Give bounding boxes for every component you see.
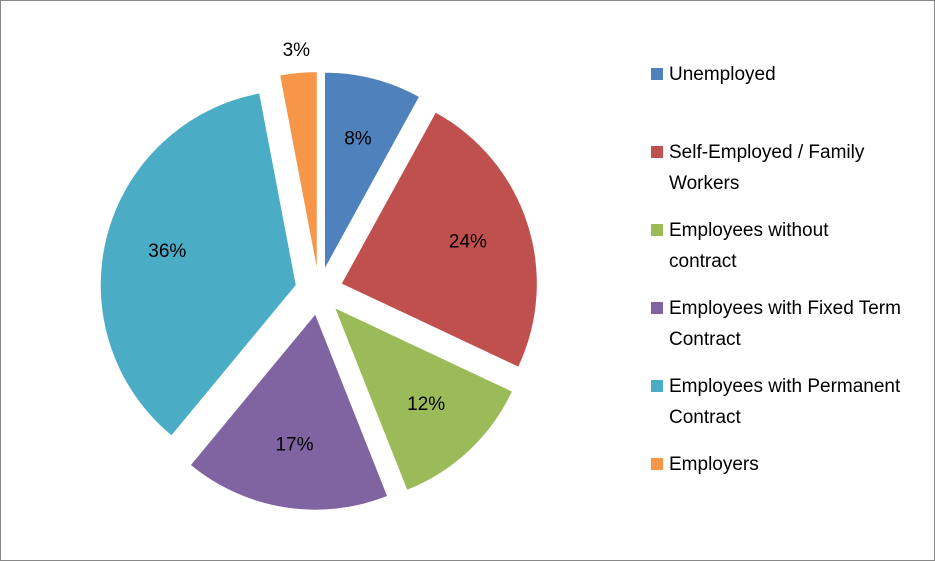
legend-item: Employees without contract [651, 215, 901, 293]
legend-label: Employees with Permanent Contract [669, 376, 901, 428]
legend-label: Employees with Fixed Term Contract [669, 298, 901, 350]
legend-swatch [651, 68, 663, 80]
legend-swatch [651, 224, 663, 236]
legend-item: Employees with Fixed Term Contract [651, 293, 901, 371]
pie-slice [335, 308, 512, 490]
legend-label: Unemployed [669, 64, 776, 85]
pie-slice [190, 314, 388, 510]
legend-swatch [651, 302, 663, 314]
data-label: 3% [283, 40, 311, 61]
legend-item: Employers [651, 449, 901, 527]
pie-slice [100, 93, 296, 436]
data-label: 12% [407, 394, 445, 415]
pie-slice [280, 72, 317, 268]
data-label: 36% [148, 241, 186, 262]
data-label: 8% [344, 128, 372, 149]
legend-item: Employees with Permanent Contract [651, 371, 901, 449]
data-label: 17% [275, 435, 313, 456]
legend-swatch [651, 458, 663, 470]
legend-item: Unemployed [651, 59, 901, 137]
legend: Unemployed Self-Employed / Family Workers… [651, 59, 901, 527]
legend-swatch [651, 146, 663, 158]
pie-slice [324, 72, 419, 268]
data-label: 24% [449, 232, 487, 253]
legend-label: Self-Employed / Family Workers [669, 142, 865, 194]
legend-item: Self-Employed / Family Workers [651, 137, 901, 215]
legend-label: Employers [669, 454, 759, 475]
legend-swatch [651, 380, 663, 392]
pie-slice [341, 112, 537, 367]
legend-label: Employees without contract [669, 220, 829, 272]
